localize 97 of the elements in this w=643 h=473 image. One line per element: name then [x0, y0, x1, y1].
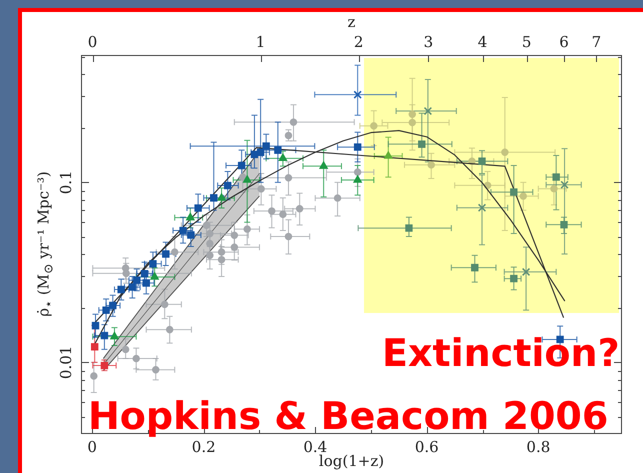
point — [239, 173, 246, 181]
point — [142, 279, 150, 287]
point — [274, 146, 282, 154]
y-tick-label: 0.01 — [56, 346, 75, 380]
point — [224, 182, 232, 190]
point — [334, 194, 342, 202]
point — [279, 210, 287, 218]
point — [250, 150, 258, 158]
point — [550, 185, 558, 192]
point — [408, 118, 416, 126]
point — [218, 248, 226, 256]
point — [354, 168, 362, 176]
point — [408, 110, 416, 118]
point — [424, 106, 432, 116]
point — [150, 272, 160, 280]
point — [522, 268, 530, 276]
point — [217, 192, 226, 201]
point — [262, 142, 270, 150]
x-tick-label: 0 — [87, 438, 97, 456]
point — [478, 204, 486, 212]
point — [206, 252, 214, 260]
x-tick-label: 0.6 — [414, 438, 439, 456]
point — [102, 306, 110, 314]
point — [206, 230, 214, 238]
point — [244, 225, 251, 233]
point — [242, 174, 252, 183]
text: 4 — [478, 32, 488, 51]
point — [478, 158, 486, 165]
point — [552, 173, 560, 181]
point — [319, 161, 328, 169]
point — [194, 204, 202, 212]
point — [268, 207, 276, 215]
point — [284, 174, 292, 182]
point — [133, 276, 140, 284]
annotation: Hopkins & Beacom 2006 — [88, 394, 608, 438]
point — [405, 224, 413, 232]
point — [187, 231, 195, 239]
point — [179, 226, 187, 234]
x-tick-label: 0.8 — [526, 438, 550, 456]
point — [284, 232, 292, 240]
point — [418, 140, 426, 148]
text: 5 — [522, 32, 532, 51]
point — [384, 150, 393, 159]
point — [171, 248, 178, 256]
point — [354, 143, 362, 151]
text: 0 — [88, 32, 98, 51]
text: 7 — [592, 32, 602, 51]
point — [230, 232, 238, 240]
point — [290, 118, 298, 126]
point — [238, 162, 246, 170]
point — [210, 194, 218, 202]
point — [117, 286, 125, 294]
point — [230, 244, 238, 251]
point — [149, 260, 157, 268]
point — [162, 250, 170, 258]
x-tick-label: 0.2 — [192, 438, 216, 456]
point — [110, 332, 119, 340]
point — [202, 222, 210, 230]
point — [160, 300, 168, 308]
point — [257, 185, 265, 193]
point — [284, 132, 292, 140]
point — [132, 354, 140, 362]
point — [100, 332, 108, 340]
point — [560, 180, 569, 189]
point — [186, 212, 195, 220]
point — [278, 153, 288, 162]
point — [122, 270, 130, 278]
point — [90, 372, 98, 380]
point — [206, 240, 214, 248]
point — [128, 283, 136, 291]
point — [140, 270, 148, 278]
point — [353, 174, 362, 183]
point — [370, 122, 378, 130]
point — [560, 220, 568, 228]
point — [218, 256, 226, 264]
point — [510, 188, 518, 196]
text: 2 — [354, 32, 364, 51]
point — [90, 343, 98, 351]
point — [122, 346, 130, 354]
y-tick-label: 0.1 — [56, 170, 75, 194]
point — [471, 264, 478, 272]
point — [109, 302, 116, 310]
x2-axis-title: z — [348, 12, 356, 31]
point — [353, 90, 362, 99]
point — [520, 192, 527, 200]
annotation: Extinction? — [382, 331, 620, 375]
point — [166, 326, 174, 334]
text: 6 — [559, 32, 569, 51]
point — [296, 205, 304, 212]
point — [92, 322, 100, 330]
point — [510, 274, 518, 282]
text: 1 — [256, 32, 266, 51]
point — [256, 148, 264, 156]
point — [501, 148, 509, 156]
point — [428, 161, 435, 169]
point — [152, 366, 160, 374]
text: 3 — [424, 32, 434, 51]
